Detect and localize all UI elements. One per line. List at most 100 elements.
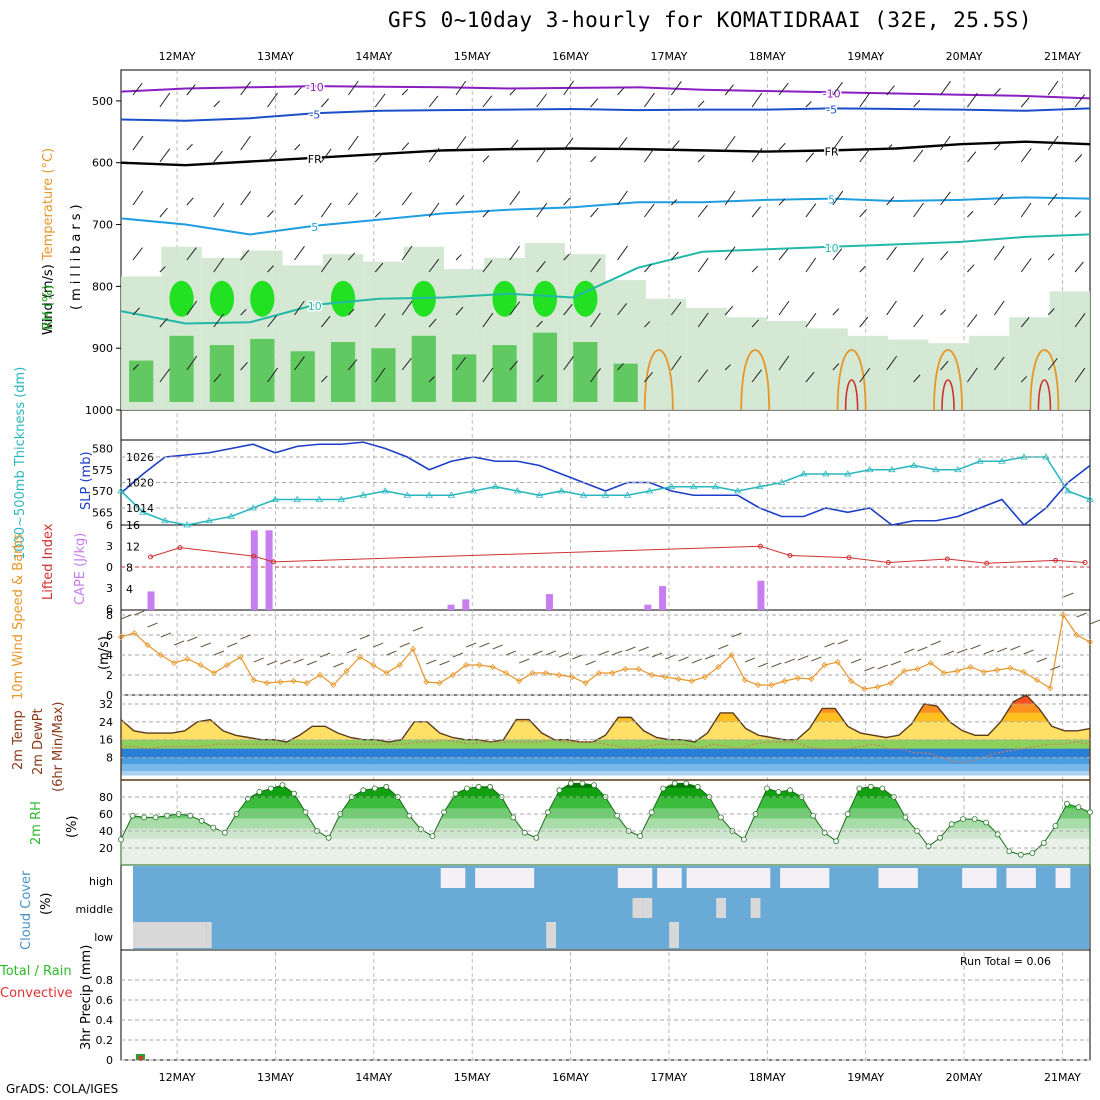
wind-speed-point xyxy=(901,667,908,675)
thickness-marker xyxy=(579,491,588,498)
wind-barb xyxy=(428,202,440,218)
wind-barb xyxy=(401,245,413,261)
isotherm-label: FR xyxy=(308,153,322,166)
rh-point xyxy=(591,782,597,788)
wind-barb xyxy=(993,300,1005,316)
wind-barb-10m xyxy=(704,654,716,660)
wind-barb xyxy=(886,300,897,316)
wind-speed-point xyxy=(755,681,762,689)
wind-speed-point xyxy=(808,675,815,683)
wind-barb xyxy=(697,257,709,273)
wind-speed-point xyxy=(224,661,231,669)
rh-point xyxy=(141,814,147,821)
thickness-marker xyxy=(888,465,896,473)
wind-speed-point xyxy=(582,679,589,687)
cape-tick-label: 4 xyxy=(126,583,133,596)
ylabel-slp: SLP (mb) xyxy=(79,451,94,510)
wind-barb-10m xyxy=(983,649,994,655)
thickness-marker xyxy=(381,487,389,494)
wind-speed-point xyxy=(502,669,510,677)
wind-barb-10m xyxy=(545,650,556,656)
wind-barb xyxy=(186,84,196,96)
wind-barb-10m xyxy=(439,660,450,666)
wind-barb xyxy=(186,247,197,261)
wind-barb xyxy=(940,135,951,151)
thickness-marker xyxy=(711,482,720,490)
warm-contour xyxy=(933,349,963,411)
wind-speed-point xyxy=(157,651,164,659)
wind-barb xyxy=(536,202,548,218)
wind-barb xyxy=(886,246,897,261)
wind-speed-point xyxy=(834,658,841,666)
wind-speed-point xyxy=(317,671,324,679)
wind-barb xyxy=(617,303,628,316)
rh-moist-column xyxy=(532,332,558,402)
rh-point xyxy=(741,836,747,843)
cape-tick-label: 12 xyxy=(126,540,140,553)
wind-speed-point xyxy=(662,673,669,681)
rh-saturated-blob xyxy=(330,280,356,317)
thickness-marker xyxy=(469,487,478,494)
ylabel-upper-air: Wind (m/s) Temperature (°C) xyxy=(41,148,56,335)
wind-barb xyxy=(724,190,736,206)
rh-point xyxy=(637,833,644,839)
wind-barb xyxy=(697,312,709,328)
wind-barb xyxy=(347,192,359,206)
wind-barb xyxy=(617,245,628,261)
thickness-marker xyxy=(337,495,345,502)
wind-speed-point xyxy=(1020,668,1027,676)
ylabel-10m-wind: 10m Wind Speed & Barbs xyxy=(11,533,26,700)
thickness-marker xyxy=(117,487,125,494)
rh-moist-column xyxy=(250,338,275,402)
wind-barb xyxy=(859,266,866,273)
ylabel-cloud-units: (%) xyxy=(39,893,54,916)
wind-barb xyxy=(455,254,462,261)
rh-moist-column xyxy=(573,342,598,402)
wind-barb xyxy=(644,371,653,383)
wind-barb xyxy=(132,135,144,151)
wind-barb xyxy=(724,135,736,151)
wind-barb xyxy=(617,87,625,96)
thickness-marker xyxy=(822,470,830,477)
wind-barb xyxy=(482,367,494,383)
wind-speed-point xyxy=(237,653,244,661)
wind-barb xyxy=(859,149,870,163)
wind-barb xyxy=(347,135,359,151)
cloud-high-clear xyxy=(962,868,997,888)
wind-barb-10m xyxy=(465,642,477,648)
thickness-marker xyxy=(844,470,852,477)
x-tick-top-label: 14MAY xyxy=(355,50,392,63)
rh-point xyxy=(475,783,482,790)
x-tick-top-label: 20MAY xyxy=(946,50,983,63)
cloud-high-clear xyxy=(657,868,682,888)
cloud-level-label: low xyxy=(94,931,113,944)
wind-barb xyxy=(832,190,844,206)
cloud-low-gray xyxy=(133,922,207,948)
wind-barb xyxy=(509,301,521,316)
wind-speed-point xyxy=(250,676,257,684)
ylabel-2m-dewpt: 2m DewPt xyxy=(31,708,46,775)
wind-barb xyxy=(913,314,924,328)
lifted-index-point xyxy=(270,559,276,565)
rh-point xyxy=(1006,848,1013,855)
li-tick-label: 3 xyxy=(106,582,113,595)
rh-point xyxy=(775,789,782,795)
rh-moist-column xyxy=(613,363,638,402)
thickness-marker xyxy=(447,491,456,498)
thickness-marker xyxy=(227,512,235,519)
panel-gap xyxy=(120,409,1091,441)
wind-barb-10m xyxy=(970,644,981,650)
rh-moist-column xyxy=(330,342,356,402)
wind-barb xyxy=(778,355,790,371)
wind-barb xyxy=(374,153,384,163)
temp-tick-label: 8 xyxy=(106,752,113,765)
wind-speed-point xyxy=(343,667,350,675)
precip-convective-bar xyxy=(138,1056,143,1060)
wind-barb-10m xyxy=(877,664,888,670)
isotherm-label: FR xyxy=(825,145,839,158)
wind-speed-point xyxy=(529,669,536,677)
ylabel-millibars: (millibars) xyxy=(69,200,84,310)
wind-speed-point xyxy=(688,677,695,685)
wind-barb-10m xyxy=(134,610,145,616)
wind-barb xyxy=(1074,94,1086,108)
